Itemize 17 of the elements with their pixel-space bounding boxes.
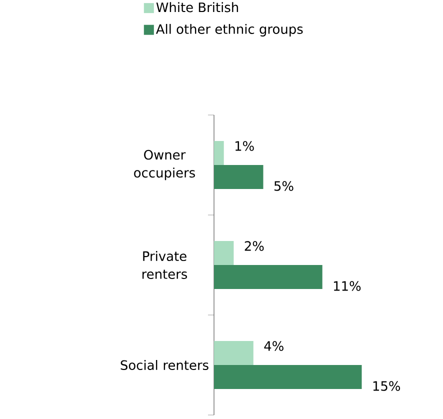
data-label: 1% — [235, 141, 254, 151]
y-tick-label: Social renters — [120, 360, 208, 370]
bar — [214, 365, 362, 390]
bar — [214, 265, 322, 290]
bar — [214, 341, 254, 366]
data-label: 2% — [244, 241, 264, 251]
bar — [214, 141, 224, 166]
data-label: 5% — [274, 181, 294, 191]
data-label: 11% — [334, 281, 361, 291]
bar — [214, 165, 264, 190]
y-tick-label: Private renters — [142, 251, 188, 279]
data-label: 4% — [264, 341, 284, 351]
bar — [214, 241, 234, 266]
data-label: 15% — [373, 381, 400, 391]
legend-label: White British — [156, 2, 238, 12]
legend-label: All other ethnic groups — [156, 24, 303, 36]
y-tick-label: Owner occupiers — [134, 150, 195, 180]
